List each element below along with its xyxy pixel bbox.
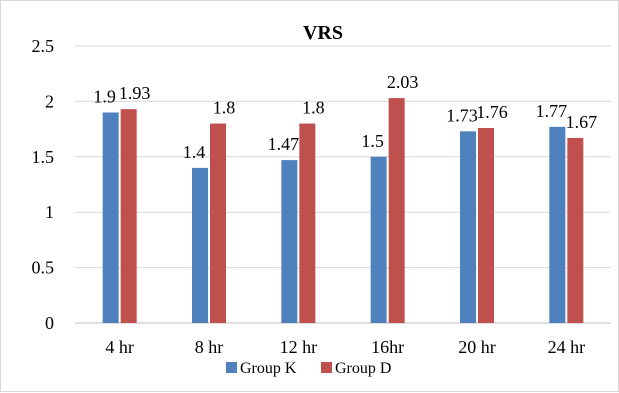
bar-group-k-5 bbox=[549, 126, 566, 323]
bar-group-d-5 bbox=[567, 137, 584, 323]
data-label: 1.77 bbox=[536, 101, 568, 121]
data-label: 1.47 bbox=[268, 134, 300, 154]
data-label: 2.03 bbox=[387, 72, 419, 92]
x-tick-label: 12 hr bbox=[280, 337, 318, 357]
data-label: 1.76 bbox=[476, 102, 508, 122]
data-label: 1.93 bbox=[119, 83, 151, 103]
chart-title: VRS bbox=[303, 22, 343, 44]
data-label: 1.9 bbox=[93, 86, 116, 106]
y-axis-ticks: 0 0.5 1 1.5 2 2.5 bbox=[32, 36, 55, 333]
bar-group-d-3 bbox=[388, 98, 405, 324]
y-tick-label: 2 bbox=[45, 91, 54, 111]
gridlines bbox=[75, 45, 611, 324]
data-label: 1.67 bbox=[566, 112, 598, 132]
bar-group-d-2 bbox=[299, 123, 316, 323]
y-tick-label: 0 bbox=[45, 313, 54, 333]
x-tick-label: 16hr bbox=[371, 337, 404, 357]
legend-label: Group K bbox=[240, 360, 297, 377]
x-tick-label: 24 hr bbox=[548, 337, 586, 357]
legend: Group K Group D bbox=[226, 360, 391, 377]
data-label: 1.8 bbox=[302, 98, 325, 118]
y-tick-label: 1.5 bbox=[32, 147, 55, 167]
bar-group-k-2 bbox=[281, 160, 298, 323]
bar-group-k-3 bbox=[370, 156, 387, 323]
data-label: 1.73 bbox=[446, 105, 478, 125]
x-tick-label: 8 hr bbox=[195, 337, 224, 357]
data-label: 1.8 bbox=[213, 98, 236, 118]
x-axis-ticks: 4 hr 8 hr 12 hr 16hr 20 hr 24 hr bbox=[105, 337, 585, 357]
bar-group-k-1 bbox=[192, 167, 208, 323]
legend-label: Group D bbox=[335, 360, 391, 377]
x-tick-label: 20 hr bbox=[458, 337, 496, 357]
y-tick-label: 1 bbox=[45, 202, 54, 222]
data-label: 1.5 bbox=[361, 131, 384, 151]
data-labels: 1.9 1.931.41.81.471.81.52.031.731.76 1.771… bbox=[93, 72, 597, 162]
y-tick-label: 0.5 bbox=[32, 258, 55, 278]
bar-group-k-0 bbox=[102, 112, 119, 323]
bar-group-k-4 bbox=[460, 131, 476, 323]
legend-swatch bbox=[226, 362, 237, 373]
y-tick-label: 2.5 bbox=[32, 36, 55, 56]
x-tick-label: 4 hr bbox=[105, 337, 134, 357]
bar-group-d-1 bbox=[210, 123, 226, 323]
bars bbox=[102, 98, 584, 324]
bar-group-d-4 bbox=[478, 127, 494, 323]
data-label: 1.4 bbox=[183, 142, 206, 162]
legend-swatch bbox=[321, 362, 332, 373]
bar-group-d-0 bbox=[120, 109, 137, 323]
